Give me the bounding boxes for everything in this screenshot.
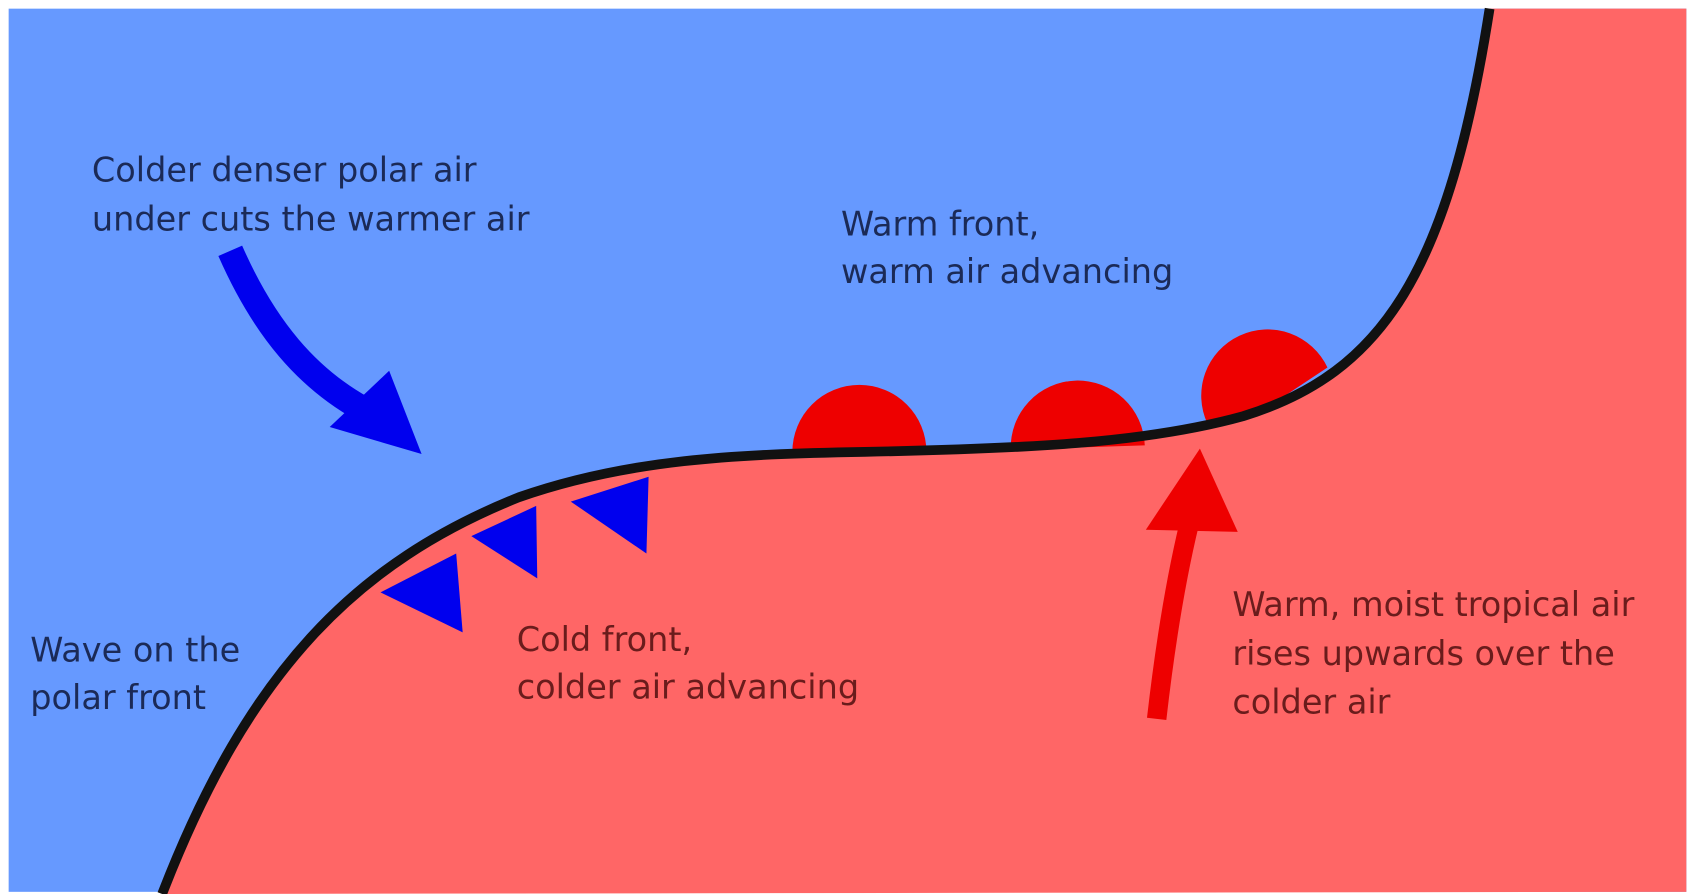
arrow-head — [1145, 448, 1238, 532]
label-line: under cuts the warmer air — [92, 199, 530, 238]
triangle — [471, 505, 538, 579]
label-line: Cold front, — [517, 620, 692, 659]
label-line: Warm front, — [841, 205, 1039, 244]
triangle — [380, 553, 463, 633]
label-line: Colder denser polar air — [92, 151, 477, 190]
tropical-air-label: Warm, moist tropical air rises upwards o… — [1232, 585, 1645, 721]
semicircle — [1201, 329, 1328, 424]
cold-front-triangles — [380, 476, 649, 633]
cold-air-arrow — [218, 245, 422, 455]
arrow-shaft — [218, 245, 369, 420]
triangle — [570, 476, 649, 554]
arrow-shaft — [1146, 522, 1199, 720]
wave-label: Wave on the polar front — [30, 631, 251, 718]
label-line: Warm, moist tropical air — [1232, 585, 1634, 624]
semicircle — [1010, 380, 1145, 450]
arrow-head — [329, 370, 422, 455]
label-line: colder air — [1232, 682, 1390, 721]
warm-air-arrow — [1145, 448, 1238, 720]
label-line: colder air advancing — [517, 667, 859, 706]
warm-front-label: Warm front, warm air advancing — [841, 205, 1173, 292]
warm-front-semicircles — [792, 329, 1328, 452]
label-line: Wave on the — [30, 631, 240, 670]
label-line: polar front — [30, 678, 206, 717]
polar-front-line — [157, 7, 1495, 894]
label-line: warm air advancing — [841, 252, 1173, 291]
cold-front-label: Cold front, colder air advancing — [517, 620, 859, 707]
semicircle — [792, 384, 927, 452]
polar-air-label: Colder denser polar air under cuts the w… — [92, 151, 530, 239]
label-line: rises upwards over the — [1232, 634, 1615, 673]
